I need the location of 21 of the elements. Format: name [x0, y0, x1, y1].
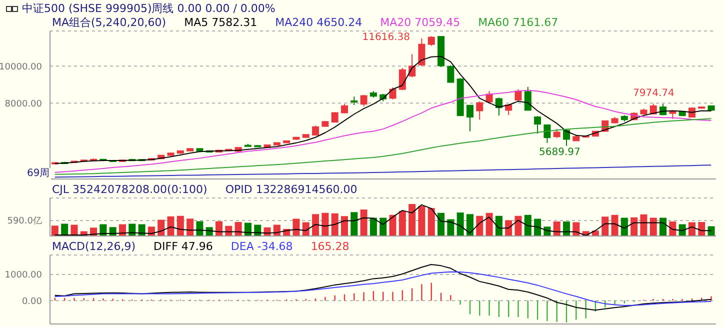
text: 165.28	[310, 240, 350, 253]
chart-title: CJL 35242078208.00(0:100)	[52, 183, 208, 196]
text: MA20 7059.45	[380, 16, 460, 29]
y-tick-label: 1000.00	[4, 270, 42, 281]
text: DIFF 47.96	[154, 240, 213, 253]
y-tick-label: 0.00	[22, 296, 42, 307]
text: 69周	[26, 168, 51, 180]
annotation: 5689.97	[538, 147, 582, 159]
text: MA60 7161.67	[478, 16, 558, 29]
chart-subtitle: OPID 132286914560.00	[225, 183, 358, 196]
chart-title: MACD(12,26,9)	[52, 240, 136, 253]
text: MA240 4650.24	[275, 16, 362, 29]
text: DEA -34.68	[230, 240, 293, 253]
y-tick-label: 10000.00	[0, 62, 42, 72]
text: MA5 7582.31	[184, 16, 258, 29]
chart-title: 中证500 (SHSE 999905)周线 0.00 0.00 / 0.00%	[22, 1, 276, 16]
annotation: 7974.74	[632, 88, 676, 100]
y-tick-label: 8000.00	[4, 99, 42, 110]
chart-subtitle: MA组合(5,240,20,60)	[52, 16, 166, 29]
annotation: 11616.38	[361, 32, 411, 44]
y-tick-label: 590.0亿	[7, 216, 42, 227]
